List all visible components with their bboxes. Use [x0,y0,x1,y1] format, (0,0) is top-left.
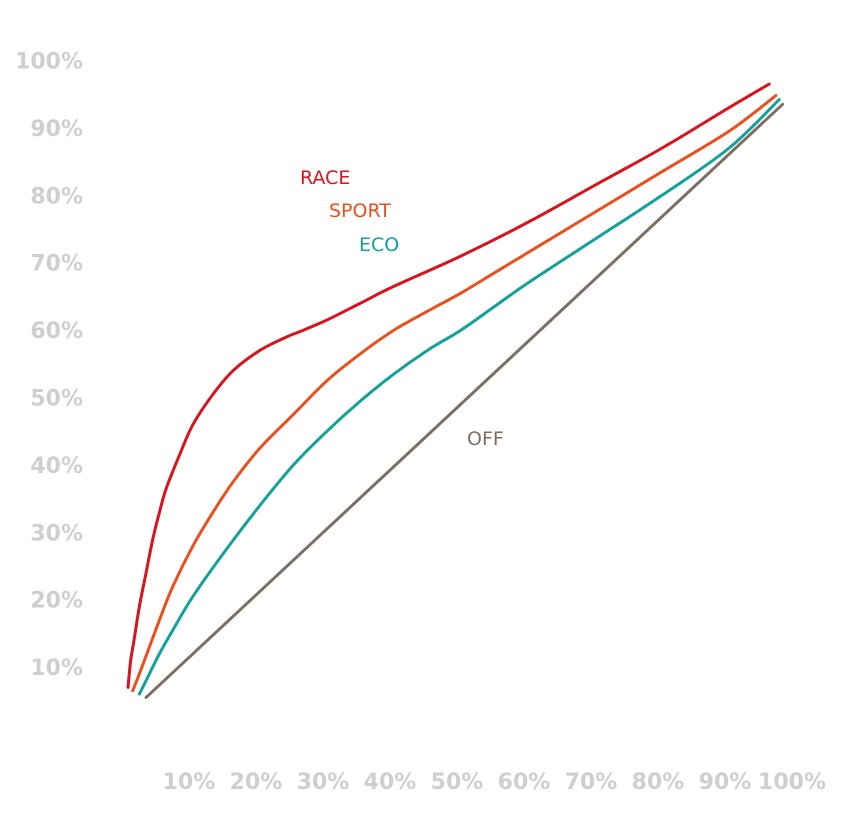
y-tick-90pct: 90% [30,117,83,142]
y-tick-80pct: 80% [30,184,83,209]
x-tick-50pct: 50% [431,770,484,795]
x-tick-70pct: 70% [565,770,618,795]
x-tick-100pct: 100% [758,770,826,795]
x-tick-90pct: 90% [699,770,752,795]
series-label-eco: ECO [359,234,399,256]
series-line-race [126,82,771,689]
x-axis: 10% 20% 30% 40% 50% 60% 70% 80% 90% 100% [163,770,826,795]
series-line-eco [137,98,781,696]
y-axis: 100% 90% 80% 70% 60% 50% 40% 30% 20% 10% [15,50,83,682]
series-labels: RACE SPORT ECO OFF [300,167,504,450]
y-tick-100pct: 100% [15,50,83,75]
series-label-off: OFF [467,428,504,450]
series-label-sport: SPORT [329,200,391,222]
y-tick-50pct: 50% [30,387,83,412]
series-lines [126,82,785,699]
y-tick-70pct: 70% [30,252,83,277]
x-tick-20pct: 20% [230,770,283,795]
y-tick-40pct: 40% [30,454,83,479]
y-tick-60pct: 60% [30,319,83,344]
x-tick-10pct: 10% [163,770,216,795]
x-tick-30pct: 30% [297,770,350,795]
x-tick-40pct: 40% [364,770,417,795]
y-tick-20pct: 20% [30,589,83,614]
series-line-sport [131,94,778,693]
y-tick-30pct: 30% [30,521,83,546]
x-tick-80pct: 80% [632,770,685,795]
series-line-off [144,102,785,699]
x-tick-60pct: 60% [498,770,551,795]
series-label-race: RACE [300,167,350,189]
y-tick-10pct: 10% [30,656,83,681]
